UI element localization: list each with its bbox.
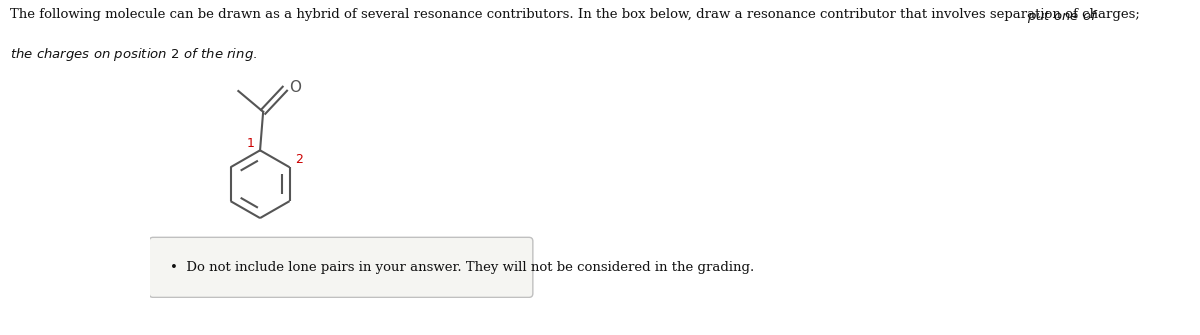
Text: 1: 1 <box>247 137 254 149</box>
Text: $\it{the\ charges\ on\ position\ 2\ of\ the\ ring.}$: $\it{the\ charges\ on\ position\ 2\ of\ … <box>10 46 257 63</box>
FancyBboxPatch shape <box>149 237 533 297</box>
Text: •  Do not include lone pairs in your answer. They will not be considered in the : • Do not include lone pairs in your answ… <box>170 261 755 274</box>
Text: 2: 2 <box>295 153 302 166</box>
Text: The following molecule can be drawn as a hybrid of several resonance contributor: The following molecule can be drawn as a… <box>10 8 1144 21</box>
Text: O: O <box>289 80 301 95</box>
Text: $\it{put\ one\ of}$: $\it{put\ one\ of}$ <box>1027 8 1099 25</box>
